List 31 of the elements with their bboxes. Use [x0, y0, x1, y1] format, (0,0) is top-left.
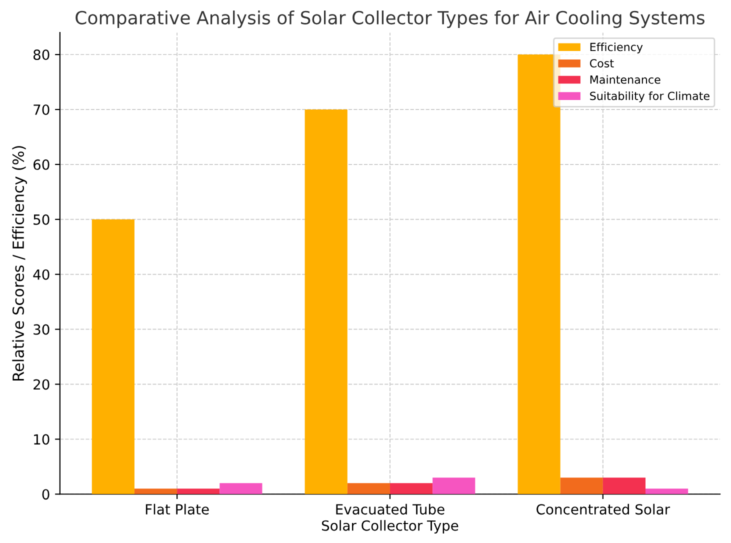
legend-label: Cost	[590, 59, 614, 68]
bar	[220, 483, 262, 494]
y-tick-label: 0	[42, 489, 50, 500]
bar	[432, 478, 476, 494]
x-tick-label: Flat Plate	[146, 504, 209, 515]
y-tick-label: 40	[33, 269, 50, 280]
bar	[177, 488, 220, 494]
y-tick-label: 60	[34, 159, 50, 170]
bar	[518, 54, 560, 494]
bar	[646, 488, 688, 494]
y-tick-label: 70	[34, 104, 50, 115]
bar	[92, 219, 134, 494]
y-tick-label: 10	[34, 434, 50, 445]
y-tick-label: 80	[33, 50, 50, 60]
x-tick-label: Concentrated Solar	[536, 504, 670, 515]
y-tick-label: 20	[34, 379, 50, 390]
legend-label: Suitability for Climate	[590, 92, 710, 102]
bar	[347, 483, 390, 494]
bar	[560, 478, 603, 494]
legend-label: Maintenance	[590, 75, 660, 84]
bar	[602, 478, 646, 494]
y-tick-label: 30	[34, 324, 50, 335]
x-tick-label: Evacuated Tube	[336, 504, 444, 515]
bar	[134, 488, 178, 494]
bar	[304, 110, 348, 494]
bar	[390, 483, 433, 494]
y-axis-title: Relative Scores / Efficiency (%)	[12, 146, 27, 380]
legend-label: Efficiency	[590, 42, 643, 54]
chart-title: Comparative Analysis of Solar Collector Types for Air Cooling Systems	[76, 10, 704, 28]
y-tick-label: 50	[34, 214, 50, 225]
x-axis-title: Solar Collector Type	[322, 520, 458, 534]
